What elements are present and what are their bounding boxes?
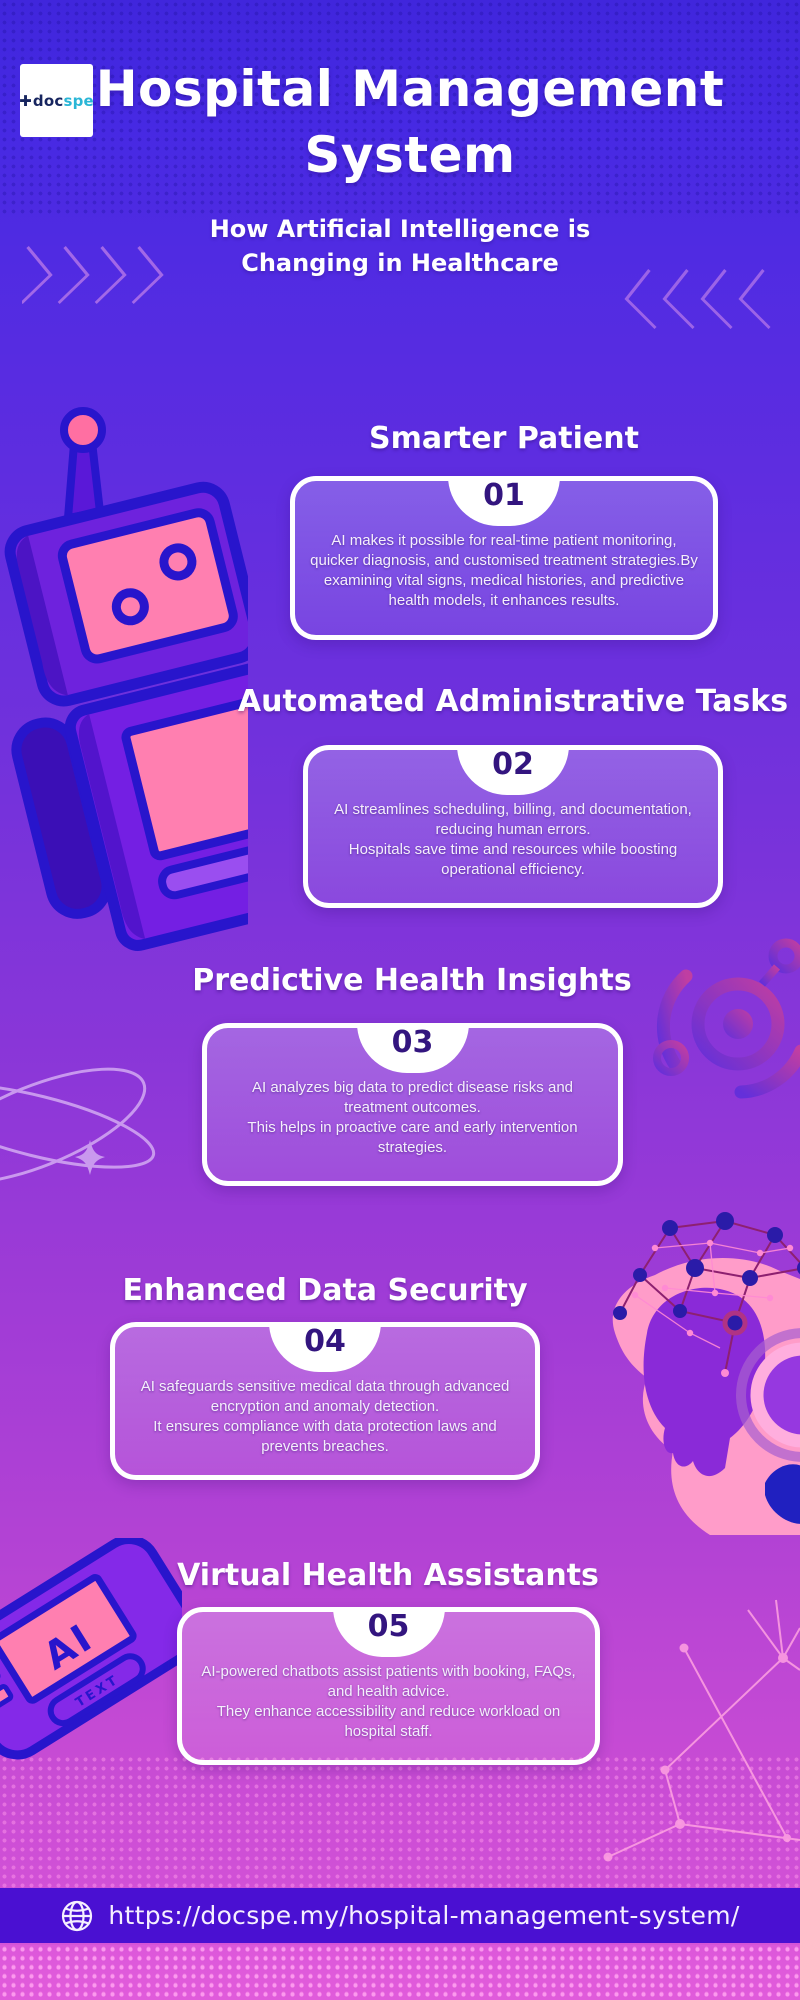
card-02-text: AI streamlines scheduling, billing, and … bbox=[334, 801, 692, 879]
card-02: 02 AI streamlines scheduling, billing, a… bbox=[303, 745, 723, 908]
logo-part2: spe bbox=[63, 91, 94, 110]
card-01: 01 AI makes it possible for real-time pa… bbox=[290, 476, 718, 640]
halftone-dots-bottom-bright bbox=[0, 1945, 800, 2000]
page-title-line2: System bbox=[304, 126, 516, 184]
constellation-icon bbox=[603, 1599, 800, 1862]
docspe-logo: ✚docspe bbox=[19, 64, 94, 137]
card-04-number: 04 bbox=[304, 1324, 346, 1359]
card-01-number-badge: 01 bbox=[448, 476, 560, 526]
robot-illustration bbox=[4, 407, 248, 951]
card-03: 03 AI analyzes big data to predict disea… bbox=[202, 1023, 623, 1186]
page-subtitle: How Artificial Intelligence is Changing … bbox=[209, 215, 591, 277]
docspe-logo-text: ✚docspe bbox=[19, 92, 94, 110]
globe-icon bbox=[62, 1900, 93, 1931]
section-title-smarter-patient: Smarter Patient bbox=[369, 421, 639, 456]
plus-icon: ✚ bbox=[19, 91, 32, 110]
card-01-number: 01 bbox=[483, 478, 525, 513]
halftone-dots-bottom bbox=[0, 1755, 800, 2000]
tablet-screen-label: AI bbox=[36, 1615, 101, 1679]
card-02-number: 02 bbox=[492, 747, 534, 782]
card-03-number: 03 bbox=[391, 1025, 434, 1060]
card-04-text: AI safeguards sensitive medical data thr… bbox=[140, 1378, 510, 1456]
page-title-line1: Hospital Management bbox=[95, 60, 725, 118]
card-05: 05 AI-powered chatbots assist patients w… bbox=[177, 1607, 600, 1765]
section-title-automated-admin: Automated Administrative Tasks bbox=[237, 684, 789, 719]
card-04: 04 AI safeguards sensitive medical data … bbox=[110, 1322, 540, 1480]
card-05-text: AI-powered chatbots assist patients with… bbox=[201, 1663, 576, 1741]
card-02-number-badge: 02 bbox=[457, 745, 569, 795]
section-title-virtual-assistants: Virtual Health Assistants bbox=[177, 1558, 599, 1593]
card-05-number-badge: 05 bbox=[332, 1607, 445, 1657]
section-title-predictive-insights: Predictive Health Insights bbox=[192, 963, 632, 998]
page-title: Hospital Management System bbox=[60, 56, 760, 188]
card-03-text: AI analyzes big data to predict disease … bbox=[247, 1079, 578, 1157]
card-04-number-badge: 04 bbox=[269, 1322, 381, 1372]
circuit-icon bbox=[653, 938, 800, 1099]
card-01-text: AI makes it possible for real-time patie… bbox=[310, 532, 698, 610]
card-05-number: 05 bbox=[367, 1609, 410, 1644]
footer-bar: https://docspe.my/hospital-management-sy… bbox=[0, 1888, 800, 1943]
tablet-button-label: TEXT bbox=[73, 1672, 122, 1710]
ai-head-illustration bbox=[612, 1212, 800, 1535]
logo-part1: doc bbox=[32, 91, 64, 110]
card-03-number-badge: 03 bbox=[356, 1023, 469, 1073]
footer-url[interactable]: https://docspe.my/hospital-management-sy… bbox=[108, 1901, 740, 1930]
section-title-data-security: Enhanced Data Security bbox=[122, 1273, 528, 1308]
atom-orbits-icon bbox=[0, 1067, 156, 1185]
